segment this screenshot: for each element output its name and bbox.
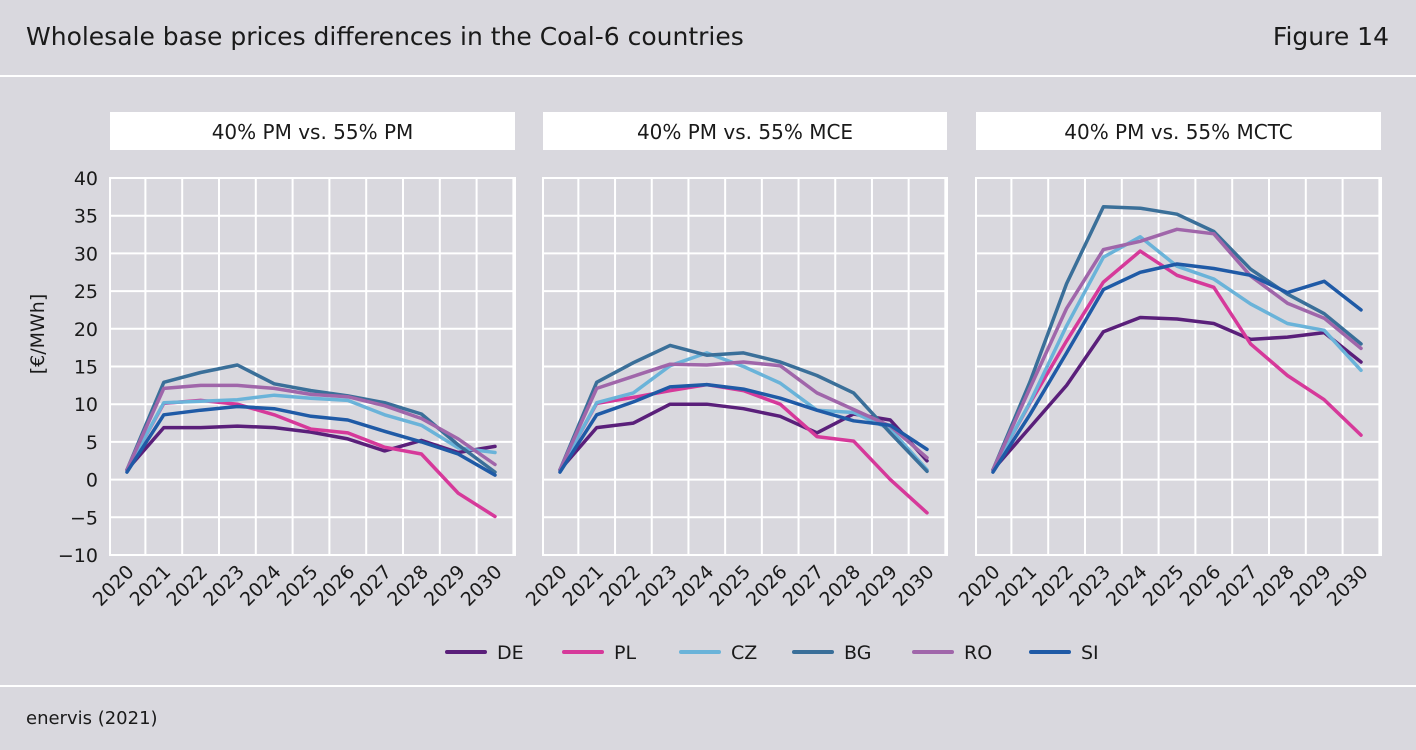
x-tick-label: 2028: [1249, 561, 1299, 611]
x-tick-label: 2030: [1323, 561, 1373, 611]
legend-label: DE: [497, 642, 524, 664]
x-tick-label: 2022: [162, 561, 212, 611]
legend-item-de: DE: [445, 642, 524, 664]
x-tick-label: 2020: [955, 561, 1005, 611]
series-line-si: [125, 404, 497, 477]
legend-item-bg: BG: [792, 642, 871, 664]
x-tick-label: 2020: [522, 561, 572, 611]
y-axis-label: [€/MWh]: [27, 294, 49, 375]
figure-number: Figure 14: [1272, 22, 1389, 51]
series-line-cz: [991, 235, 1363, 472]
x-tick-label: 2025: [705, 561, 755, 611]
x-tick-label: 2024: [669, 561, 719, 611]
legend-label: CZ: [731, 642, 757, 664]
x-tick-label: 2024: [1102, 561, 1152, 611]
x-tick-label: 2022: [1028, 561, 1078, 611]
series-line-ro: [991, 227, 1363, 472]
y-tick-label: 40: [74, 168, 98, 190]
header-divider: [0, 75, 1416, 77]
x-tick-label: 2026: [742, 561, 792, 611]
x-tick-label: 2028: [383, 561, 433, 611]
y-tick-label: 35: [74, 206, 98, 228]
y-tick-label: 10: [74, 394, 98, 416]
panel-title: 40% PM vs. 55% MCE: [637, 120, 853, 144]
legend-item-cz: CZ: [679, 642, 757, 664]
x-tick-label: 2022: [595, 561, 645, 611]
x-tick-label: 2029: [852, 561, 902, 611]
x-tick-label: 2028: [815, 561, 865, 611]
x-tick-label: 2020: [89, 561, 139, 611]
series-line-cz: [125, 393, 497, 472]
chart-panel-3: 40% PM vs. 55% MCTC202020212022202320242…: [955, 112, 1382, 611]
x-tick-label: 2030: [889, 561, 939, 611]
series-line-de: [991, 315, 1363, 472]
x-tick-label: 2021: [126, 561, 176, 611]
y-tick-label: 5: [86, 432, 98, 454]
y-tick-label: 0: [86, 470, 98, 492]
x-tick-label: 2021: [992, 561, 1042, 611]
series-line-cz: [558, 351, 929, 472]
series-line-pl: [991, 249, 1363, 472]
series-line-bg: [558, 343, 929, 474]
y-tick-label: 15: [74, 357, 98, 379]
y-tick-label: −5: [70, 507, 98, 529]
x-tick-label: 2027: [1212, 561, 1262, 611]
x-tick-label: 2021: [558, 561, 608, 611]
y-tick-label: 25: [74, 281, 98, 303]
x-tick-label: 2023: [1065, 561, 1115, 611]
x-tick-label: 2029: [1286, 561, 1336, 611]
x-tick-label: 2025: [273, 561, 323, 611]
chart-panel-1: 40% PM vs. 55% PM20202021202220232024202…: [89, 112, 516, 611]
x-tick-label: 2024: [236, 561, 286, 611]
x-tick-label: 2023: [199, 561, 249, 611]
x-tick-label: 2026: [1176, 561, 1226, 611]
x-tick-label: 2026: [310, 561, 360, 611]
series-line-ro: [125, 383, 497, 472]
legend-label: SI: [1081, 642, 1099, 664]
legend-label: PL: [614, 642, 636, 664]
x-tick-label: 2027: [779, 561, 829, 611]
legend-item-pl: PL: [562, 642, 636, 664]
x-tick-label: 2025: [1139, 561, 1189, 611]
source-note: enervis (2021): [26, 708, 158, 729]
footer-divider: [0, 685, 1416, 687]
chart-panel-2: 40% PM vs. 55% MCE2020202120222023202420…: [522, 112, 948, 611]
y-tick-label: 20: [74, 319, 98, 341]
x-tick-label: 2029: [420, 561, 470, 611]
series-line-bg: [991, 204, 1363, 472]
panel-title-box: [110, 112, 515, 150]
legend-item-si: SI: [1029, 642, 1099, 664]
y-tick-label: −10: [58, 545, 98, 567]
y-tick-label: 30: [74, 243, 98, 265]
panel-title-box: [543, 112, 947, 150]
legend-label: BG: [844, 642, 871, 664]
figure-header: Wholesale base prices differences in the…: [0, 0, 1416, 76]
series-line-si: [558, 382, 929, 474]
legend: DE PL CZ BG RO SI: [445, 642, 1099, 664]
panel-title: 40% PM vs. 55% PM: [212, 120, 414, 144]
x-tick-label: 2030: [457, 561, 507, 611]
legend-label: RO: [964, 642, 992, 664]
x-tick-label: 2027: [346, 561, 396, 611]
panel-title: 40% PM vs. 55% MCTC: [1064, 120, 1293, 144]
series-line-ro: [558, 360, 929, 472]
figure-title: Wholesale base prices differences in the…: [26, 22, 744, 51]
legend-item-ro: RO: [912, 642, 992, 664]
series-line-si: [991, 262, 1363, 474]
panel-title-box: [976, 112, 1381, 150]
x-tick-label: 2023: [632, 561, 682, 611]
